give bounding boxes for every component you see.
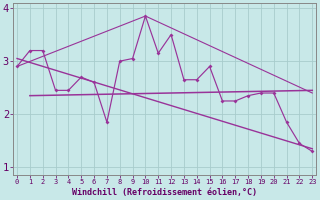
X-axis label: Windchill (Refroidissement éolien,°C): Windchill (Refroidissement éolien,°C)	[72, 188, 257, 197]
